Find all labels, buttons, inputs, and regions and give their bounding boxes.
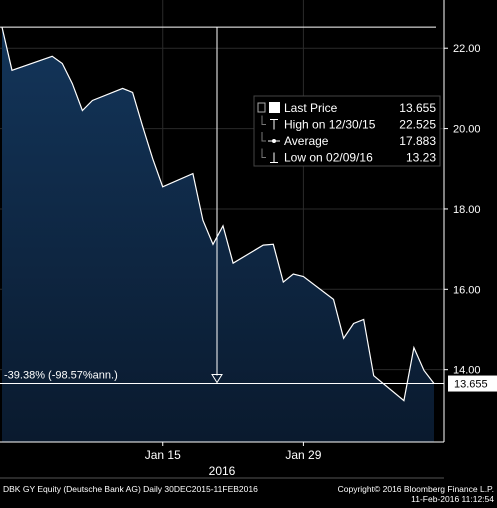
high-marker-icon — [270, 119, 278, 130]
x-year-label: 2016 — [209, 464, 236, 478]
legend-item-label: Low on 02/09/16 — [284, 151, 373, 165]
x-tick-label: Jan 15 — [145, 448, 181, 462]
legend-tree-connector — [261, 148, 266, 158]
price-line — [1, 26, 435, 402]
legend-item-value: 17.883 — [399, 134, 436, 148]
legend-item-value: 22.525 — [399, 118, 436, 132]
legend: Last Price 13.655 High on 12/30/15 22.525 Av… — [253, 95, 441, 167]
y-tick-label: 22.00 — [453, 43, 481, 55]
y-tick-label: 18.00 — [453, 204, 481, 216]
legend-collapse-icon[interactable] — [257, 102, 266, 113]
average-dot-icon — [272, 139, 276, 143]
legend-item-value: 13.23 — [406, 151, 436, 165]
footer-copyright: Copyright© 2016 Bloomberg Finance L.P. 1… — [338, 484, 494, 504]
legend-box — [253, 95, 441, 167]
reference-lines — [0, 26, 444, 385]
y-tick-label: 16.00 — [453, 284, 481, 296]
legend-item-label: High on 12/30/15 — [284, 118, 376, 132]
x-tick-label: Jan 29 — [285, 448, 321, 462]
change-annotation: -39.38% (-98.57%ann.) — [4, 370, 118, 382]
legend-tree-connector — [261, 132, 266, 142]
legend-item-value: 13.655 — [399, 101, 436, 115]
y-tick-label: 14.00 — [453, 365, 481, 377]
axes: 14.00 16.00 18.00 20.00 22.00 Jan 15 Jan 29 201… — [0, 0, 481, 479]
footer-timestamp: 11-Feb-2016 11:12:54 — [411, 494, 494, 504]
labels: -39.38% (-98.57%ann.) 13.655 — [4, 370, 497, 392]
change-arrowhead — [211, 374, 223, 384]
low-marker-icon — [270, 152, 278, 163]
footer: DBK GY Equity (Deutsche Bank AG) Daily 3… — [0, 478, 497, 508]
legend-tree-connector — [261, 115, 266, 125]
legend-item-label: Last Price — [284, 101, 338, 115]
last-price-tag: 13.655 — [454, 379, 488, 391]
footer-security-info: DBK GY Equity (Deutsche Bank AG) Daily 3… — [3, 484, 258, 494]
last-price-tag-bg — [448, 375, 497, 392]
legend-swatch-icon — [269, 102, 280, 113]
footer-copyright-line: Copyright© 2016 Bloomberg Finance L.P. — [337, 484, 494, 494]
legend-item-label: Average — [284, 134, 329, 148]
y-tick-label: 20.00 — [453, 124, 481, 136]
price-area-fill — [2, 27, 434, 442]
